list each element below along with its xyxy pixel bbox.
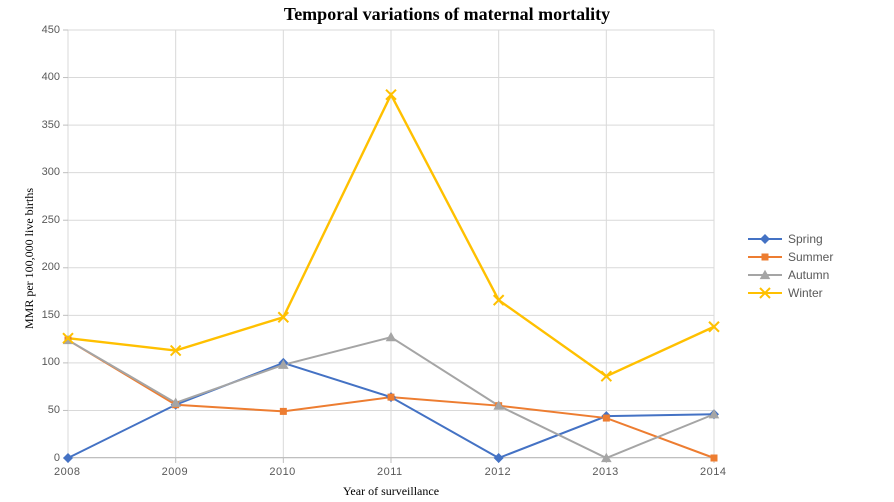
legend-swatch [748, 232, 782, 246]
chart-container: Temporal variations of maternal mortalit… [0, 0, 894, 502]
x-axis-label: Year of surveillance [68, 484, 714, 499]
legend-swatch [748, 286, 782, 300]
y-tick-label: 0 [54, 452, 60, 464]
legend-item: Summer [748, 248, 833, 266]
y-tick-label: 300 [42, 166, 60, 178]
y-tick-label: 100 [42, 356, 60, 368]
legend-item: Autumn [748, 266, 833, 284]
x-tick-label: 2010 [269, 466, 295, 478]
y-axis-label: MMR per 100,000 live births [22, 188, 37, 329]
chart-title: Temporal variations of maternal mortalit… [0, 4, 894, 25]
legend-item: Winter [748, 284, 833, 302]
x-tick-label: 2013 [592, 466, 618, 478]
y-tick-label: 250 [42, 214, 60, 226]
x-tick-label: 2012 [485, 466, 511, 478]
y-tick-label: 150 [42, 309, 60, 321]
legend-swatch [748, 268, 782, 282]
legend-item: Spring [748, 230, 833, 248]
y-tick-label: 350 [42, 119, 60, 131]
x-tick-label: 2008 [54, 466, 80, 478]
legend-label: Winter [788, 286, 823, 300]
legend: Spring Summer Autumn Winter [748, 230, 833, 302]
y-tick-label: 400 [42, 71, 60, 83]
y-tick-label: 50 [48, 404, 60, 416]
x-tick-label: 2011 [377, 466, 403, 478]
x-tick-label: 2009 [162, 466, 188, 478]
y-tick-label: 200 [42, 261, 60, 273]
x-tick-label: 2014 [700, 466, 726, 478]
legend-swatch [748, 250, 782, 264]
legend-label: Spring [788, 232, 823, 246]
legend-label: Summer [788, 250, 833, 264]
legend-label: Autumn [788, 268, 829, 282]
chart-plot-area [68, 30, 714, 458]
y-tick-label: 450 [42, 24, 60, 36]
